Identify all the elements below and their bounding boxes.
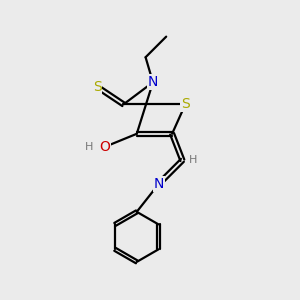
Text: H: H <box>85 142 93 152</box>
Text: S: S <box>93 80 101 94</box>
Text: N: N <box>148 75 158 89</box>
Text: O: O <box>99 140 110 154</box>
Text: S: S <box>181 98 190 111</box>
Text: N: N <box>154 177 164 191</box>
Text: H: H <box>188 155 197 165</box>
